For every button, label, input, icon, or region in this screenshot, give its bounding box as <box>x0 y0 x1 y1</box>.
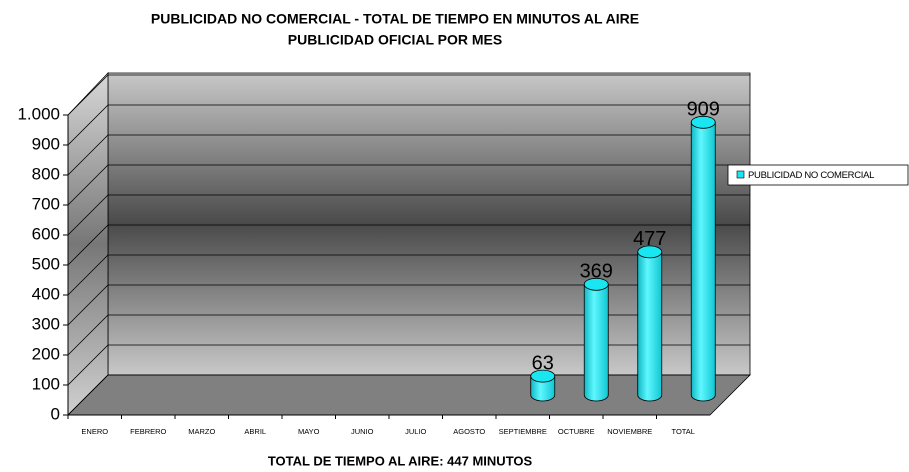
chart-subtitle: PUBLICIDAD OFICIAL POR MES <box>288 32 502 48</box>
side-wall <box>67 72 109 416</box>
x-tick-label: JULIO <box>405 427 426 436</box>
bar-top <box>637 245 663 259</box>
y-tick-label: 400 <box>32 284 60 303</box>
x-tick-label: MARZO <box>188 427 215 436</box>
data-label: 369 <box>580 261 613 283</box>
legend-label: PUBLICIDAD NO COMERCIAL <box>748 170 874 181</box>
x-tick-label: OCTUBRE <box>558 427 595 436</box>
legend: PUBLICIDAD NO COMERCIAL <box>727 164 909 186</box>
x-tick-label: MAYO <box>298 427 320 436</box>
bar-top <box>583 277 609 291</box>
bar-body <box>530 375 556 402</box>
bar <box>583 277 609 402</box>
grid-line <box>67 284 750 326</box>
bar <box>637 245 663 402</box>
grid-line <box>67 224 750 266</box>
data-label: 63 <box>532 352 554 374</box>
plot-area: 0 100 200 300 400 500 600 700 800 900 1.000 ENERO FE… <box>17 72 751 436</box>
x-tick-label: JUNIO <box>351 427 374 436</box>
y-tick-label: 700 <box>32 194 60 213</box>
bar-top <box>530 369 556 383</box>
data-label: 909 <box>687 99 720 121</box>
legend-box <box>727 164 909 186</box>
bar-body <box>690 121 716 402</box>
grid-line <box>67 314 750 356</box>
grid-line <box>67 344 750 386</box>
legend-swatch <box>736 170 745 179</box>
bar <box>690 115 716 402</box>
grid-line <box>67 254 750 296</box>
footer-note: TOTAL DE TIEMPO AL AIRE: 447 MINUTOS <box>268 453 533 468</box>
x-tick-label: NOVIEMBRE <box>607 427 652 436</box>
bar-body <box>583 283 609 402</box>
y-tick-label: 800 <box>32 164 60 183</box>
y-tick-label: 0 <box>51 404 60 423</box>
x-tick-label: SEPTIEMBRE <box>499 427 547 436</box>
grid-line <box>67 194 750 236</box>
grid-line <box>67 74 750 116</box>
y-tick-label: 900 <box>32 134 60 153</box>
grid-line <box>67 134 750 176</box>
chart-title: PUBLICIDAD NO COMERCIAL - TOTAL DE TIEMP… <box>151 11 639 27</box>
y-tick-label: 1.000 <box>17 104 60 123</box>
data-label: 477 <box>633 228 666 250</box>
x-tick-label: AGOSTO <box>453 427 485 436</box>
grid-line <box>67 104 750 146</box>
x-tick-label: ABRIL <box>244 427 266 436</box>
y-tick-label: 600 <box>32 224 60 243</box>
y-tick-label: 300 <box>32 314 60 333</box>
x-tick-label: ENERO <box>81 427 108 436</box>
y-tick-label: 200 <box>32 344 60 363</box>
bar-top <box>690 115 716 129</box>
bar <box>530 369 556 402</box>
bar-body <box>637 251 663 402</box>
y-tick-label: 500 <box>32 254 60 273</box>
x-tick-label: FEBRERO <box>130 427 166 436</box>
y-tick-label: 100 <box>32 374 60 393</box>
grid-line <box>67 164 750 206</box>
x-tick-label: TOTAL <box>672 427 695 436</box>
